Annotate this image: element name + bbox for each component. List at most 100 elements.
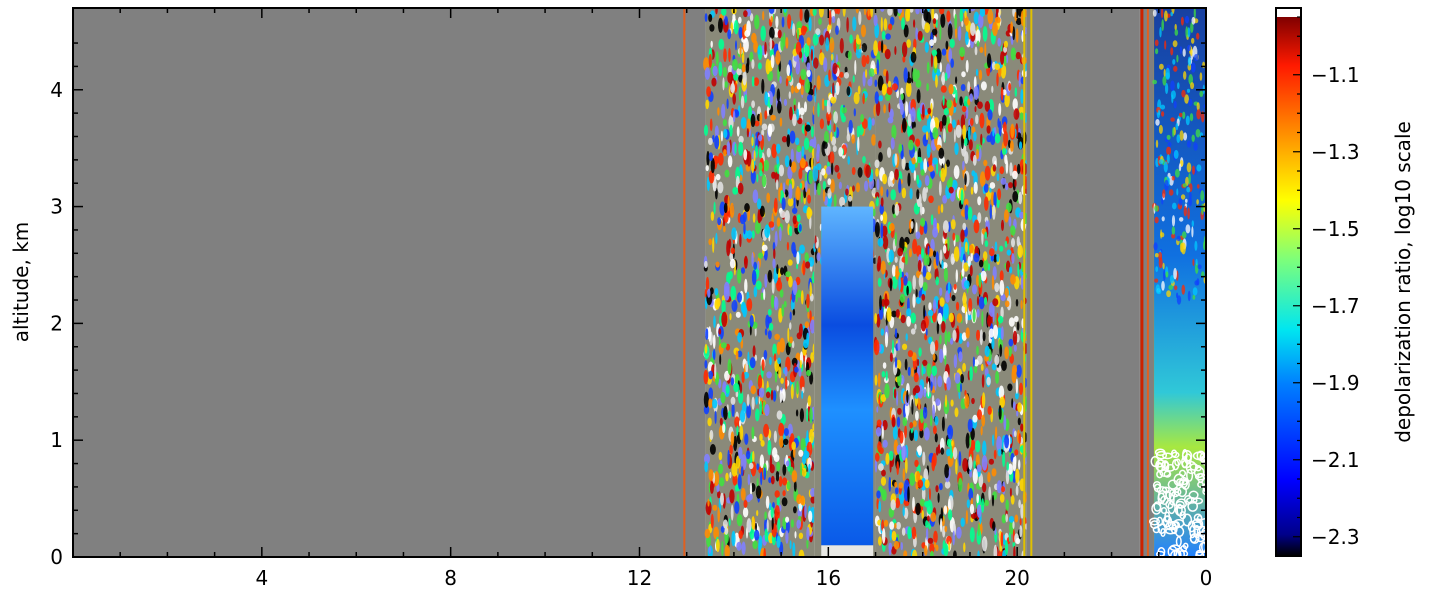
noise-speckle [907,350,914,358]
noise-speckle [979,46,984,54]
noise-speckle [1018,71,1021,88]
noise-speckle [944,480,951,489]
contour-speckle [1177,486,1188,498]
noise-speckle [730,396,736,405]
noise-speckle [725,343,731,351]
noise-speckle [878,500,882,513]
noise-speckle [739,383,743,394]
noise-speckle [968,298,973,312]
noise-speckle [926,363,932,377]
noise-speckle [1169,275,1175,284]
noise-speckle [776,385,779,392]
contour-speckle [1191,518,1204,531]
noise-speckle [802,260,806,276]
noise-speckle [978,259,984,268]
noise-speckle [905,333,908,341]
noise-speckle [770,389,774,401]
noise-speckle [1018,459,1021,470]
noise-speckle [901,17,905,30]
noise-speckle [754,120,760,127]
noise-speckle [931,365,938,377]
noise-speckle [813,57,819,69]
noise-speckle [786,64,791,77]
noise-speckle [875,192,880,199]
noise-speckle [769,27,775,39]
noise-speckle [1000,306,1004,319]
noise-speckle [924,175,930,187]
noise-speckle [703,369,709,385]
noise-speckle [710,513,714,529]
noise-speckle [754,529,760,541]
noise-speckle [896,521,901,530]
noise-speckle [893,540,900,550]
noise-speckle [961,105,967,113]
noise-speckle [952,329,957,342]
noise-speckle [889,527,892,541]
noise-speckle [793,197,796,209]
noise-speckle [923,158,928,173]
noise-speckle [925,271,932,281]
noise-speckle [888,542,893,551]
noise-speckle [937,312,943,325]
noise-speckle [1190,46,1193,57]
noise-speckle [876,313,881,328]
noise-speckle [722,77,725,91]
noise-speckle [830,178,835,193]
noise-speckle [889,108,894,120]
noise-speckle [999,270,1004,282]
noise-speckle [954,13,958,30]
noise-speckle [955,269,958,283]
noise-speckle [781,136,788,143]
noise-speckle [910,107,916,123]
noise-speckle [734,109,740,118]
noise-speckle [757,46,760,55]
noise-speckle [798,449,804,457]
noise-speckle [1162,76,1167,86]
noise-speckle [997,448,1002,457]
noise-speckle [778,164,785,177]
noise-speckle [967,126,971,141]
noise-speckle [907,71,910,79]
noise-speckle [895,487,899,495]
noise-speckle [939,334,942,345]
noise-speckle [757,198,762,210]
noise-speckle [757,374,763,390]
noise-speckle [881,298,885,307]
contour-speckle [1168,489,1176,501]
noise-speckle [832,82,835,97]
contour-speckle [1165,499,1174,510]
noise-speckle [708,398,713,409]
noise-speckle [791,470,798,483]
noise-speckle [854,60,857,75]
noise-speckle [874,313,878,324]
noise-speckle [765,495,770,509]
noise-speckle [958,477,963,492]
noise-speckle [733,435,738,452]
noise-speckle [1160,104,1166,110]
noise-speckle [846,86,851,96]
noise-speckle [714,135,720,149]
noise-speckle [806,430,809,444]
x-tick-label: 12 [627,566,652,590]
noise-speckle [882,490,886,501]
noise-speckle [806,69,811,78]
noise-speckle [924,427,930,441]
noise-speckle [983,159,988,167]
noise-speckle [735,40,737,51]
noise-speckle [708,469,714,481]
noise-speckle [939,249,943,265]
noise-speckle [705,500,712,515]
noise-speckle [851,167,856,175]
noise-speckle [1160,229,1163,239]
noise-speckle [952,119,956,128]
noise-speckle [907,128,913,136]
colorbar-tick-label: −1.3 [1311,140,1360,164]
noise-speckle [751,159,755,174]
noise-speckle [950,58,954,68]
noise-speckle [803,450,810,459]
noise-speckle [955,76,958,84]
colorbar-tick-label: −1.1 [1311,63,1360,87]
noise-speckle [874,91,879,104]
noise-speckle [807,311,810,319]
noise-speckle [720,391,726,404]
